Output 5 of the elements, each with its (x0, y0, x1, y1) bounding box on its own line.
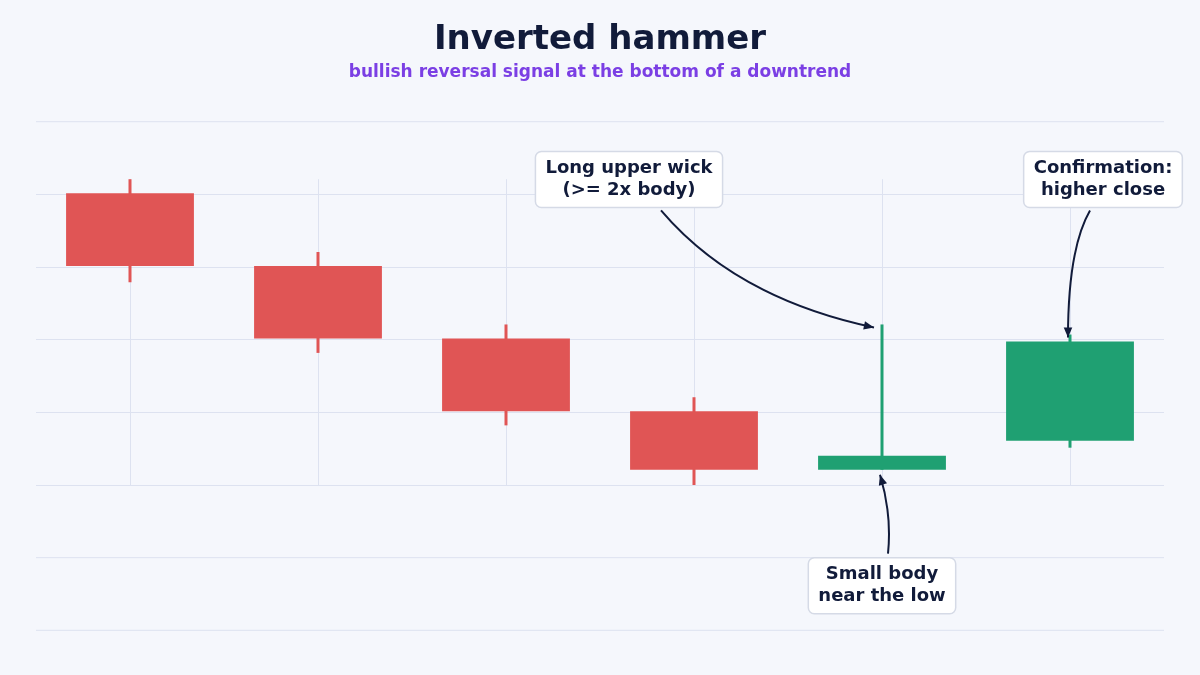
annotation: Long upper wick (>= 2x body) (545, 156, 714, 200)
text: Small body near the low (818, 562, 946, 606)
chart-title: Inverted hammer (433, 17, 767, 58)
chart-subtitle: bullish reversal signal at the bottom of a downtrend (348, 61, 852, 82)
annotation: Confirmation: higher close (1033, 156, 1173, 200)
